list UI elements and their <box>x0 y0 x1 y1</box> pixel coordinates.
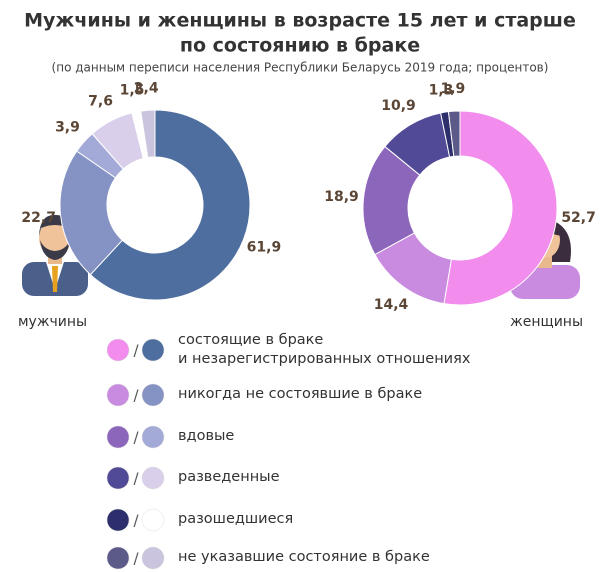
series-label: мужчины <box>18 314 87 330</box>
legend-swatch <box>141 508 165 532</box>
data-label: 14,4 <box>374 297 409 313</box>
legend-swatch <box>106 508 130 532</box>
legend-separator: / <box>133 512 139 530</box>
legend-label: разведенные <box>178 469 280 485</box>
legend-label: состоящие в браке и незарегистрированных… <box>178 332 471 367</box>
legend-separator: / <box>133 550 139 568</box>
legend-label: разошедшиеся <box>178 511 294 527</box>
legend-swatch <box>141 338 165 362</box>
donut-segment <box>59 150 124 276</box>
legend-swatch <box>106 466 130 490</box>
data-label: 10,9 <box>381 98 416 114</box>
data-label: 1,5 <box>120 82 145 98</box>
legend-swatch <box>141 383 165 407</box>
legend-swatch <box>106 383 130 407</box>
legend-swatch <box>141 425 165 449</box>
legend-swatch <box>106 338 130 362</box>
legend-separator: / <box>133 342 139 360</box>
donut-segment <box>443 110 558 306</box>
data-label: 1,3 <box>429 83 454 99</box>
chart-title: Мужчины и женщины в возрасте 15 лет и ст… <box>24 10 576 32</box>
series-label: женщины <box>510 314 583 330</box>
chart-title: по состоянию в браке <box>180 35 420 57</box>
data-label: 52,7 <box>561 210 596 226</box>
legend-swatch <box>141 546 165 570</box>
legend-separator: / <box>133 470 139 488</box>
donut-segment <box>89 109 251 301</box>
legend-swatch <box>106 425 130 449</box>
legend-label: вдовые <box>178 428 235 444</box>
legend-separator: / <box>133 387 139 405</box>
legend-separator: / <box>133 429 139 447</box>
legend-label: не указавшие состояние в браке <box>178 549 430 565</box>
data-label: 3,9 <box>55 119 80 135</box>
donut-segment <box>140 109 156 159</box>
data-label: 2,4 <box>134 80 159 96</box>
data-label: 22,7 <box>21 210 56 226</box>
legend-swatch <box>106 546 130 570</box>
donut-segment <box>447 110 461 157</box>
legend-swatch <box>141 466 165 490</box>
data-label: 1,9 <box>441 81 466 97</box>
man-icon <box>22 214 88 296</box>
chart-subtitle: (по данным переписи населения Республики… <box>52 61 549 75</box>
data-label: 18,9 <box>324 189 359 205</box>
data-label: 61,9 <box>247 240 282 256</box>
legend-label: никогда не состоявшие в браке <box>178 386 423 402</box>
data-label: 7,6 <box>88 93 113 109</box>
